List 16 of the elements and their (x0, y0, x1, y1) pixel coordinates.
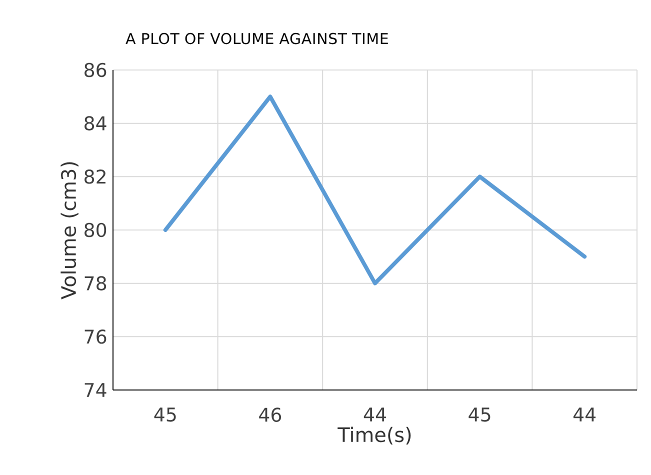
x-tick-label: 46 (259, 408, 282, 422)
x-axis-title: Time(s) (338, 426, 411, 445)
y-axis-title: Volume (cm3) (60, 162, 78, 300)
y-tick-label: 74 (84, 383, 106, 397)
x-tick-label: 45 (468, 408, 490, 422)
y-tick-label: 82 (84, 169, 106, 184)
x-tick-label: 44 (364, 408, 386, 422)
y-tick-label: 76 (84, 329, 106, 344)
chart-title: A PLOT OF VOLUME AGAINST TIME (126, 32, 388, 44)
y-tick-label: 80 (84, 222, 106, 238)
y-tick-label: 84 (84, 116, 106, 130)
x-tick-label: 45 (154, 408, 176, 422)
line-series (163, 94, 587, 286)
y-tick-label: 86 (84, 62, 106, 78)
x-tick-label: 44 (573, 408, 596, 422)
y-tick-label: 78 (84, 276, 106, 290)
